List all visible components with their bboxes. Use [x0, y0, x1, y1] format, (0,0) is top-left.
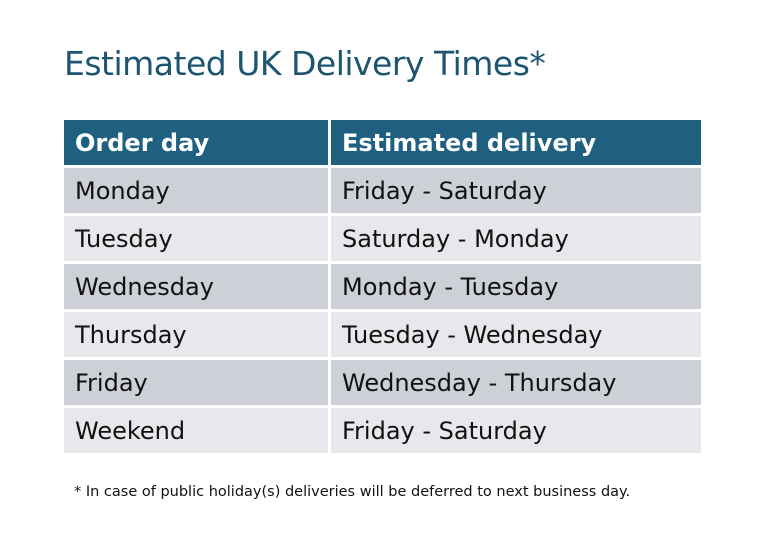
estimated-delivery-cell: Saturday - Monday — [331, 216, 701, 261]
order-day-cell: Friday — [64, 360, 328, 405]
table-row: Thursday Tuesday - Wednesday — [64, 312, 701, 357]
table-row: Wednesday Monday - Tuesday — [64, 264, 701, 309]
order-day-cell: Monday — [64, 168, 328, 213]
page-title: Estimated UK Delivery Times* — [64, 44, 546, 83]
order-day-cell: Tuesday — [64, 216, 328, 261]
order-day-cell: Thursday — [64, 312, 328, 357]
header-estimated-delivery: Estimated delivery — [331, 120, 701, 165]
order-day-cell: Weekend — [64, 408, 328, 453]
delivery-table: Order day Estimated delivery Monday Frida… — [61, 117, 704, 456]
estimated-delivery-cell: Friday - Saturday — [331, 168, 701, 213]
table-header: Order day Estimated delivery — [64, 120, 701, 165]
estimated-delivery-cell: Tuesday - Wednesday — [331, 312, 701, 357]
order-day-cell: Wednesday — [64, 264, 328, 309]
header-order-day: Order day — [64, 120, 328, 165]
table-row: Weekend Friday - Saturday — [64, 408, 701, 453]
table-row: Tuesday Saturday - Monday — [64, 216, 701, 261]
estimated-delivery-cell: Wednesday - Thursday — [331, 360, 701, 405]
table-row: Monday Friday - Saturday — [64, 168, 701, 213]
estimated-delivery-cell: Friday - Saturday — [331, 408, 701, 453]
table-row: Friday Wednesday - Thursday — [64, 360, 701, 405]
estimated-delivery-cell: Monday - Tuesday — [331, 264, 701, 309]
footnote: * In case of public holiday(s) deliverie… — [74, 484, 631, 500]
